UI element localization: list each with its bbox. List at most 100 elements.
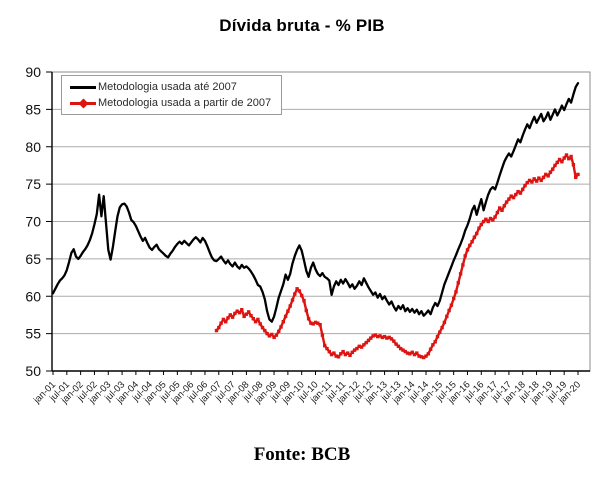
series-marker <box>514 192 518 197</box>
series-marker <box>527 178 532 183</box>
chart-legend: Metodologia usada até 2007 Metodologia u… <box>61 75 283 115</box>
series-marker <box>394 342 398 346</box>
series-marker <box>378 334 382 338</box>
series-marker <box>518 191 523 195</box>
chart-title: Dívida bruta - % PIB <box>219 16 385 35</box>
series-marker <box>576 172 580 177</box>
series-marker <box>468 243 472 248</box>
series-marker <box>555 160 559 165</box>
series-marker <box>249 314 253 318</box>
y-axis-label: 80 <box>25 139 41 155</box>
series-marker <box>290 298 295 302</box>
series-marker <box>537 176 541 180</box>
series-marker <box>486 219 490 224</box>
series-marker <box>424 354 428 358</box>
series-marker <box>364 340 368 345</box>
series-marker <box>339 352 343 356</box>
series-marker <box>306 317 311 321</box>
series-marker <box>217 325 221 330</box>
series-marker <box>283 314 288 319</box>
series-marker <box>277 329 281 334</box>
series-marker <box>329 352 334 357</box>
series-marker <box>408 352 412 356</box>
series-marker <box>449 303 454 307</box>
series-marker <box>417 354 421 358</box>
series-marker <box>481 219 486 224</box>
series-marker <box>362 343 366 347</box>
series-marker <box>477 226 481 230</box>
series-marker <box>304 308 308 313</box>
series-marker <box>295 287 299 291</box>
series-marker <box>244 312 249 316</box>
series-marker <box>426 352 430 356</box>
series-marker <box>479 222 483 227</box>
series-marker <box>475 231 479 236</box>
series-marker <box>530 180 534 184</box>
series-marker <box>221 317 226 322</box>
series-marker <box>567 157 571 161</box>
series-marker <box>546 174 550 178</box>
series-marker <box>440 325 444 330</box>
legend-label: Metodologia usada a partir de 2007 <box>98 97 272 109</box>
series-marker <box>355 346 359 351</box>
series-marker <box>318 323 322 327</box>
series-marker <box>534 179 539 183</box>
series-marker <box>571 163 576 167</box>
series-marker <box>334 354 338 358</box>
series-marker <box>272 335 276 340</box>
series-marker <box>325 346 329 351</box>
series-marker <box>214 328 219 333</box>
series-marker <box>461 263 465 267</box>
series-marker <box>224 320 228 324</box>
series-marker <box>564 153 569 157</box>
series-marker <box>380 335 384 340</box>
series-marker <box>279 325 283 329</box>
series-marker <box>396 344 401 348</box>
series-marker <box>350 350 354 354</box>
series-marker <box>392 339 396 343</box>
series-marker <box>389 337 394 341</box>
series-marker <box>521 187 525 192</box>
series-marker <box>560 160 564 164</box>
series-marker <box>539 178 543 183</box>
series-marker <box>428 347 433 351</box>
series-marker <box>235 309 239 313</box>
series-marker <box>311 322 315 326</box>
series-marker <box>348 353 352 357</box>
series-marker <box>502 204 506 208</box>
series-marker <box>458 272 463 276</box>
series-marker <box>472 235 477 239</box>
series-marker <box>412 352 417 357</box>
series-marker <box>493 215 497 219</box>
series-marker <box>452 296 456 301</box>
series-marker <box>387 335 391 340</box>
legend-label: Metodologia usada até 2007 <box>98 81 237 93</box>
legend-item-old-methodology: Metodologia usada até 2007 <box>70 81 271 93</box>
series-marker <box>256 317 260 322</box>
series-marker <box>297 289 302 293</box>
series-marker <box>253 320 258 324</box>
y-axis-label: 55 <box>25 326 41 342</box>
series-marker <box>260 325 265 330</box>
series-marker <box>270 332 274 337</box>
series-marker <box>551 167 555 171</box>
series-marker <box>288 304 292 308</box>
series-marker <box>541 175 546 180</box>
series-marker <box>251 317 255 321</box>
legend-item-new-methodology: Metodologia usada a partir de 2007 <box>70 97 271 109</box>
series-marker <box>401 348 405 352</box>
series-marker <box>403 349 407 354</box>
series-marker <box>313 320 318 325</box>
series-marker <box>525 180 529 185</box>
series-marker <box>548 170 553 174</box>
series-marker <box>569 154 573 159</box>
series-marker <box>286 309 290 313</box>
series-marker <box>574 175 578 180</box>
series-marker <box>341 349 345 354</box>
series-marker <box>500 208 504 212</box>
series-marker <box>431 343 435 347</box>
series-marker <box>267 334 272 338</box>
series-marker <box>491 218 495 222</box>
series-marker <box>300 293 304 298</box>
